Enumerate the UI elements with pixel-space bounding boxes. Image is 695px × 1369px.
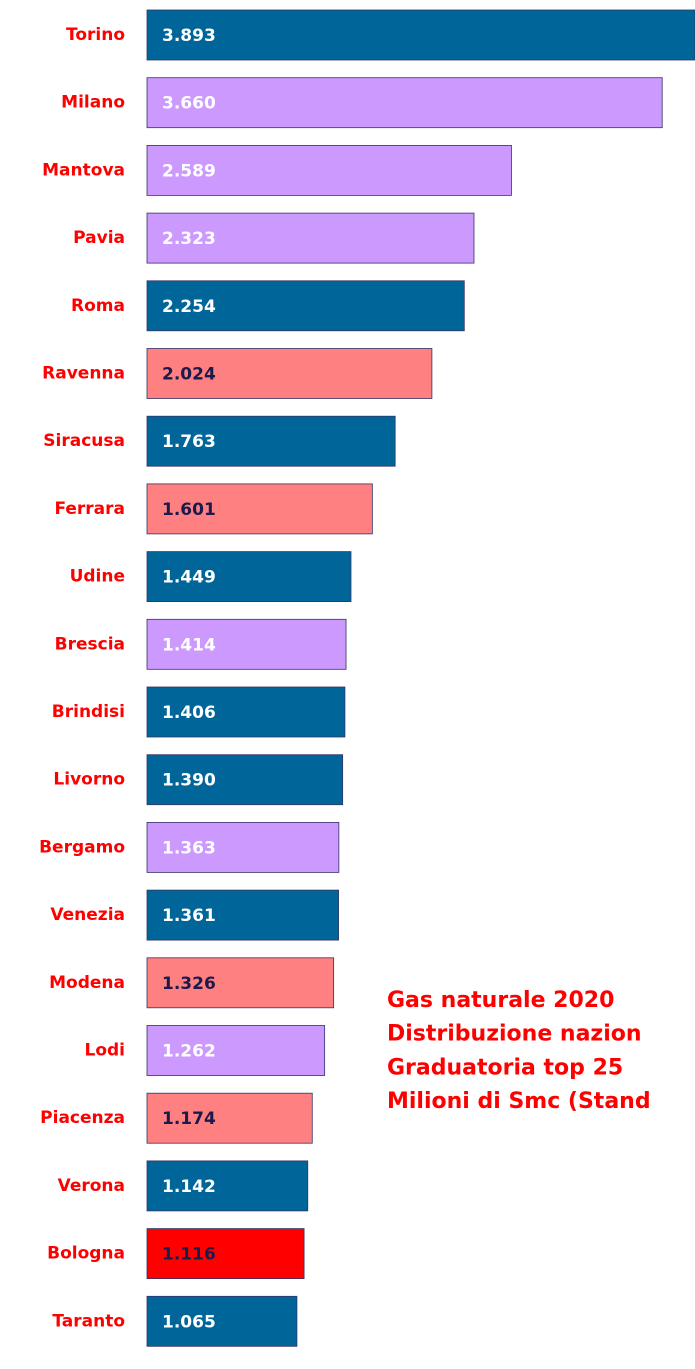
value-label: 2.589 (162, 161, 216, 181)
category-label: Siracusa (43, 431, 125, 451)
value-label: 1.174 (162, 1109, 216, 1129)
value-label: 3.893 (162, 26, 216, 46)
category-label: Brescia (55, 634, 125, 654)
category-label: Ferrara (54, 499, 125, 519)
bar (146, 415, 396, 467)
bar (146, 1092, 313, 1144)
value-label: 2.323 (162, 229, 216, 249)
bar (146, 77, 663, 129)
title-line: Distribuzione nazion (387, 1022, 642, 1047)
bar (146, 618, 347, 670)
category-label: Mantova (42, 160, 125, 180)
value-label: 1.601 (162, 500, 216, 520)
value-label: 1.390 (162, 771, 216, 791)
bar (146, 348, 433, 399)
category-label: Torino (66, 25, 125, 45)
category-label: Roma (71, 296, 125, 316)
bar (146, 212, 475, 264)
value-label: 1.142 (162, 1177, 216, 1197)
bar (146, 1025, 326, 1076)
value-label: 1.363 (162, 838, 216, 858)
bar (146, 889, 339, 941)
bar (146, 957, 335, 1009)
bar (146, 9, 695, 61)
bar (146, 686, 346, 738)
category-label: Verona (58, 1176, 125, 1196)
category-label: Livorno (53, 770, 125, 790)
value-label: 1.361 (162, 906, 216, 926)
category-label: Modena (49, 973, 125, 993)
value-label: 2.024 (162, 365, 216, 385)
category-label: Venezia (50, 905, 125, 925)
category-label: Bergamo (39, 837, 125, 857)
value-label: 1.116 (162, 1245, 216, 1265)
value-label: 1.262 (162, 1042, 216, 1062)
bar (146, 1295, 298, 1347)
value-label: 3.660 (162, 94, 216, 114)
category-label: Brindisi (52, 702, 125, 722)
value-label: 1.414 (162, 635, 216, 655)
value-label: 1.449 (162, 568, 216, 588)
bar (146, 551, 352, 602)
bar (146, 754, 344, 806)
bar (146, 144, 512, 196)
bar (146, 1160, 309, 1212)
category-label: Piacenza (40, 1108, 125, 1128)
category-label: Lodi (84, 1041, 125, 1061)
value-label: 1.763 (162, 432, 216, 452)
title-line: Milioni di Smc (Stand (387, 1089, 651, 1114)
title-line: Gas naturale 2020 (387, 988, 614, 1013)
category-label: Ravenna (42, 364, 125, 384)
value-label: 1.326 (162, 974, 216, 994)
value-label: 2.254 (162, 297, 216, 317)
category-label: Taranto (52, 1311, 125, 1331)
value-label: 1.065 (162, 1312, 216, 1332)
category-label: Milano (61, 93, 125, 113)
category-label: Pavia (73, 228, 125, 248)
title-line: Graduatoria top 25 (387, 1055, 623, 1080)
bar (146, 822, 340, 873)
bar (146, 483, 373, 535)
category-label: Udine (70, 567, 125, 587)
category-label: Bologna (47, 1244, 125, 1264)
bar (146, 1228, 305, 1279)
bar (146, 280, 465, 332)
value-label: 1.406 (162, 703, 216, 723)
